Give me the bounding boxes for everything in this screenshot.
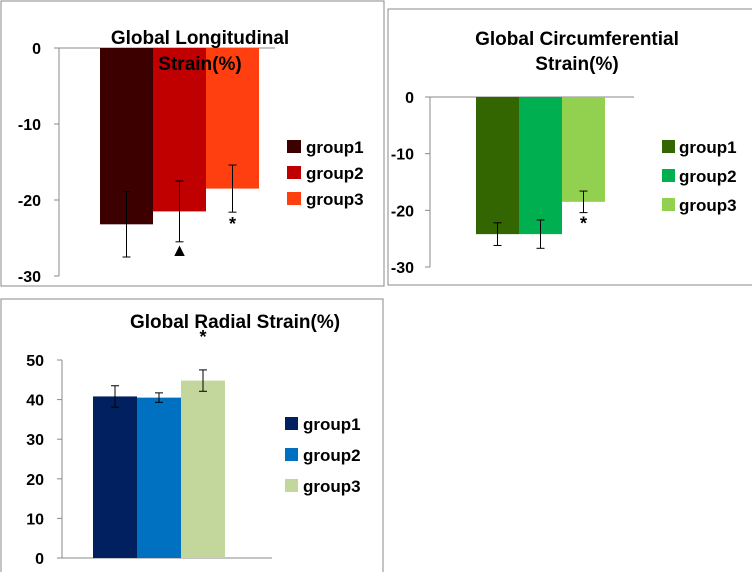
legend-label-group3: group3: [679, 196, 737, 215]
y-tick-label: 40: [26, 393, 44, 410]
legend-label-group2: group2: [306, 164, 364, 183]
legend-label-group1: group1: [679, 138, 737, 157]
bar-group2: [519, 97, 562, 235]
legend-swatch-group2: [287, 166, 301, 179]
legend-label-group1: group1: [303, 415, 361, 434]
circumferential-strain-panel: 0 -10 -20 -30 Global Circumferential Strain(%…: [387, 8, 753, 287]
legend-swatch-group2: [662, 169, 675, 182]
chart-title: Strain(%): [158, 54, 241, 75]
legend-swatch-group2: [285, 448, 298, 461]
legend-swatch-group3: [287, 192, 301, 205]
legend-label-group3: group3: [303, 477, 361, 496]
y-tick-label: -10: [391, 147, 414, 164]
radial-strain-panel: 0 10 20 30 40 50 Global Radial Strain(%) group1…: [0, 298, 385, 573]
y-tick-label: -10: [18, 117, 41, 134]
legend-swatch-group1: [287, 140, 301, 153]
significance-marker: *: [199, 327, 206, 347]
legend-swatch-group3: [285, 479, 298, 492]
significance-marker: *: [580, 214, 587, 234]
y-tick-label: 20: [26, 472, 44, 489]
y-tick-label: 0: [405, 90, 414, 107]
y-tick-label: 0: [35, 551, 44, 568]
bar-group1: [93, 396, 137, 558]
y-tick-label: -30: [391, 260, 414, 277]
longitudinal-strain-chart: 0 -10 -20 -30 Global Longitudinal Strain(%) gr…: [0, 0, 385, 287]
longitudinal-strain-panel: 0 -10 -20 -30 Global Longitudinal Strain(%) gr…: [0, 0, 385, 287]
panel-border: [0, 0, 385, 287]
significance-marker: ▲: [171, 240, 189, 260]
legend-label-group3: group3: [306, 190, 364, 209]
bar-group3: [181, 380, 225, 558]
legend-swatch-group1: [662, 140, 675, 153]
chart-title: Global Radial Strain(%): [130, 312, 340, 333]
legend-swatch-group1: [285, 417, 298, 430]
y-tick-label: -20: [391, 203, 414, 220]
y-tick-label: 10: [26, 511, 44, 528]
bar-group1: [476, 97, 519, 235]
y-tick-label: 0: [32, 41, 41, 58]
significance-marker: *: [229, 214, 236, 234]
y-tick-label: -20: [18, 193, 41, 210]
legend-label-group2: group2: [303, 446, 361, 465]
legend-swatch-group3: [662, 198, 675, 211]
y-tick-label: -30: [18, 269, 41, 286]
radial-strain-chart: 0 10 20 30 40 50 Global Radial Strain(%) group1…: [0, 298, 384, 572]
panel-border: [387, 8, 752, 286]
bar-group2: [137, 397, 181, 558]
chart-title: Global Longitudinal: [111, 28, 289, 49]
y-tick-label: 50: [26, 353, 44, 370]
circumferential-strain-chart: 0 -10 -20 -30 Global Circumferential Strain(%…: [387, 8, 752, 286]
chart-title: Strain(%): [535, 54, 618, 75]
legend-label-group2: group2: [679, 167, 737, 186]
panel-border: [0, 298, 384, 572]
legend-label-group1: group1: [306, 138, 364, 157]
bar-group3: [562, 97, 605, 202]
y-tick-label: 30: [26, 432, 44, 449]
chart-title: Global Circumferential: [475, 29, 679, 50]
